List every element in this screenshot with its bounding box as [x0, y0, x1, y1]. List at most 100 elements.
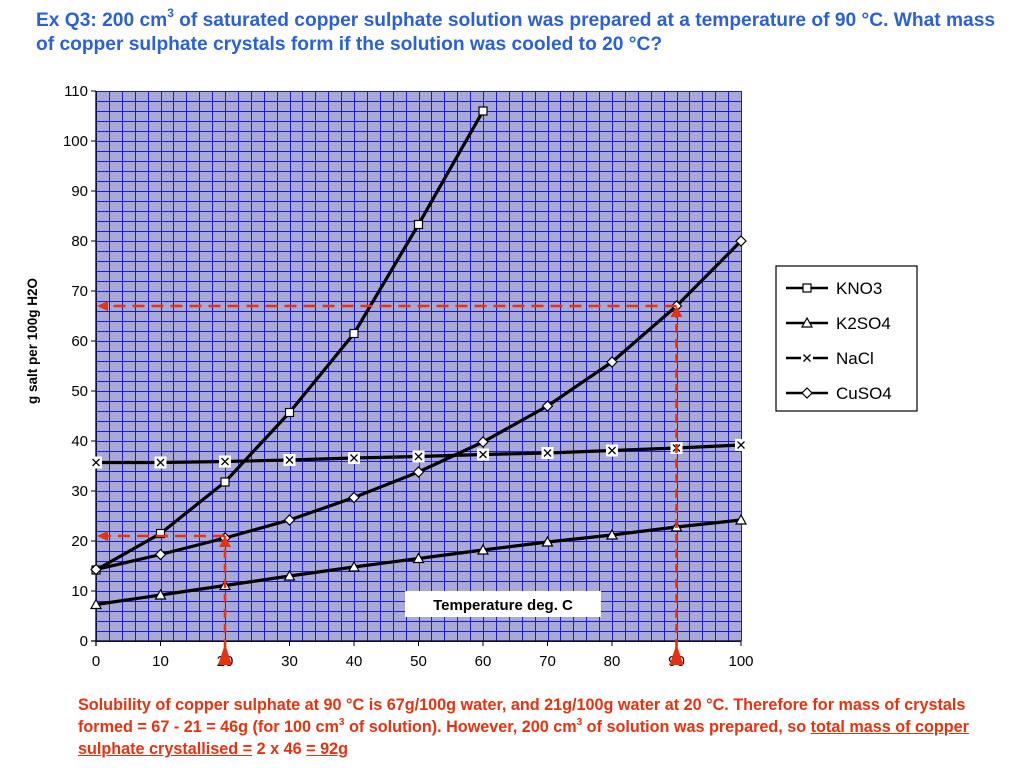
- diamond-marker-shape: [348, 491, 360, 504]
- data-point-cuso4: [283, 514, 296, 526]
- data-point-k2so4: [412, 552, 425, 564]
- y-tick-label: 40: [71, 433, 88, 450]
- explanation-line-a: Solubility of copper sulphate at 90 °C i…: [78, 696, 966, 736]
- x-tick-label: 100: [728, 653, 753, 670]
- legend-entry-k2so4: K2SO4: [786, 314, 891, 333]
- explanation-line-c: of solution was prepared, so: [582, 718, 811, 736]
- data-point-cuso4: [154, 548, 167, 561]
- diamond-marker-shape: [735, 235, 747, 247]
- triangle-marker-shape: [605, 528, 619, 540]
- triangle-marker-shape: [800, 316, 814, 328]
- x-marker-cross: [156, 458, 165, 467]
- data-point-k2so4: [154, 588, 167, 600]
- x-tick-label: 60: [475, 653, 492, 670]
- x-marker-cross: [221, 457, 229, 466]
- data-point-kno3: [413, 219, 424, 230]
- legend-label-kno3: KNO3: [836, 279, 882, 298]
- legend-marker-kno3: [802, 283, 812, 293]
- data-point-kno3: [220, 477, 230, 487]
- data-point-kno3: [349, 328, 359, 339]
- arrowhead-base-20: [218, 644, 232, 665]
- x-tick-label: 10: [152, 653, 169, 670]
- diamond-marker-shape: [801, 387, 813, 399]
- data-point-nacl: [90, 456, 102, 469]
- data-point-nacl: [283, 454, 296, 466]
- question-superscript: 3: [167, 6, 174, 21]
- legend-marker-nacl: [801, 352, 813, 364]
- y-tick-label: 80: [71, 233, 88, 250]
- legend-label-nacl: NaCl: [836, 349, 874, 368]
- data-point-k2so4: [476, 543, 490, 555]
- x-tick-label: 70: [539, 653, 556, 670]
- legend-box: [775, 265, 918, 412]
- x-marker-cross: [350, 454, 358, 462]
- data-point-nacl: [219, 455, 231, 468]
- y-tick-label: 60: [71, 333, 88, 350]
- arrowhead-left-20: [97, 531, 108, 541]
- arrowhead-left-90: [97, 301, 108, 311]
- data-point-cuso4: [735, 235, 747, 247]
- y-tick-label: 20: [71, 533, 88, 550]
- legend-label-cuso4: CuSO4: [836, 384, 892, 403]
- x-axis-label: Temperature deg. C: [433, 597, 573, 614]
- explanation-underline-result: = 92g: [306, 740, 348, 758]
- data-point-cuso4: [477, 436, 489, 448]
- square-marker-shape: [349, 328, 359, 339]
- triangle-marker-shape: [412, 552, 425, 564]
- diamond-marker-shape: [541, 400, 554, 412]
- data-point-k2so4: [734, 513, 748, 525]
- arrowhead-base-90: [669, 644, 684, 665]
- data-point-cuso4: [348, 491, 360, 504]
- y-tick-label: 0: [80, 633, 88, 650]
- question-part2: of saturated copper sulphate solution wa…: [36, 10, 996, 55]
- legend: KNO3 K2SO4 NaCl CuSO4: [775, 265, 918, 412]
- square-marker-shape: [802, 283, 812, 293]
- x-tick-label: 0: [92, 653, 100, 670]
- data-point-k2so4: [605, 528, 619, 540]
- x-marker-cross: [737, 441, 745, 449]
- data-point-cuso4: [606, 356, 618, 368]
- x-axis-title: Temperature deg. C: [405, 591, 601, 617]
- data-point-nacl: [477, 448, 489, 461]
- y-tick-label: 90: [71, 183, 88, 200]
- solubility-chart: g salt per 100g H2O 0 10 20 30 40 50 60 70 80 90 1…: [25, 83, 918, 670]
- square-marker-shape: [478, 106, 488, 116]
- data-point-cuso4: [90, 563, 102, 576]
- y-tick-label: 70: [71, 283, 88, 300]
- x-marker-cross: [608, 446, 616, 455]
- data-point-cuso4: [541, 400, 554, 412]
- x-tick-label: 50: [410, 653, 427, 670]
- series-group: [89, 106, 748, 610]
- legend-marker-cuso4: [801, 387, 813, 399]
- x-marker-cross: [92, 458, 100, 467]
- legend-entry-kno3: KNO3: [786, 279, 882, 298]
- triangle-marker-shape: [347, 560, 361, 572]
- explanation-superscript-b: 3: [576, 716, 583, 728]
- explanation-line-b: of solution). However, 200 cm: [344, 718, 577, 736]
- y-tick-label: 10: [71, 583, 88, 600]
- diamond-marker-shape: [606, 356, 618, 368]
- y-axis-label: g salt per 100g H2O: [25, 278, 40, 404]
- arrowhead-up-90: [670, 306, 683, 317]
- data-point-nacl: [412, 450, 425, 463]
- question-part1: Ex Q3: 200 cm: [36, 10, 168, 31]
- explanation-superscript-a: 3: [338, 716, 345, 728]
- triangle-marker-shape: [541, 535, 554, 547]
- x-marker-cross: [414, 452, 423, 461]
- x-tick-label: 40: [346, 653, 363, 670]
- y-tick-label: 100: [63, 133, 88, 150]
- question-text: Ex Q3: 200 cm3 of saturated copper sulph…: [36, 6, 1011, 57]
- data-point-nacl: [541, 447, 554, 459]
- legend-label-k2so4: K2SO4: [836, 314, 891, 333]
- x-marker-cross: [803, 354, 811, 362]
- x-tick-label: 30: [281, 653, 298, 670]
- triangle-marker-shape: [89, 598, 103, 610]
- plot-area: [96, 91, 741, 641]
- x-marker-cross: [543, 449, 552, 457]
- data-point-k2so4: [89, 598, 103, 610]
- y-tick-label: 30: [71, 483, 88, 500]
- x-marker-cross: [285, 456, 294, 464]
- triangle-marker-shape: [154, 588, 167, 600]
- data-point-kno3: [284, 407, 295, 418]
- diamond-marker-shape: [283, 514, 296, 526]
